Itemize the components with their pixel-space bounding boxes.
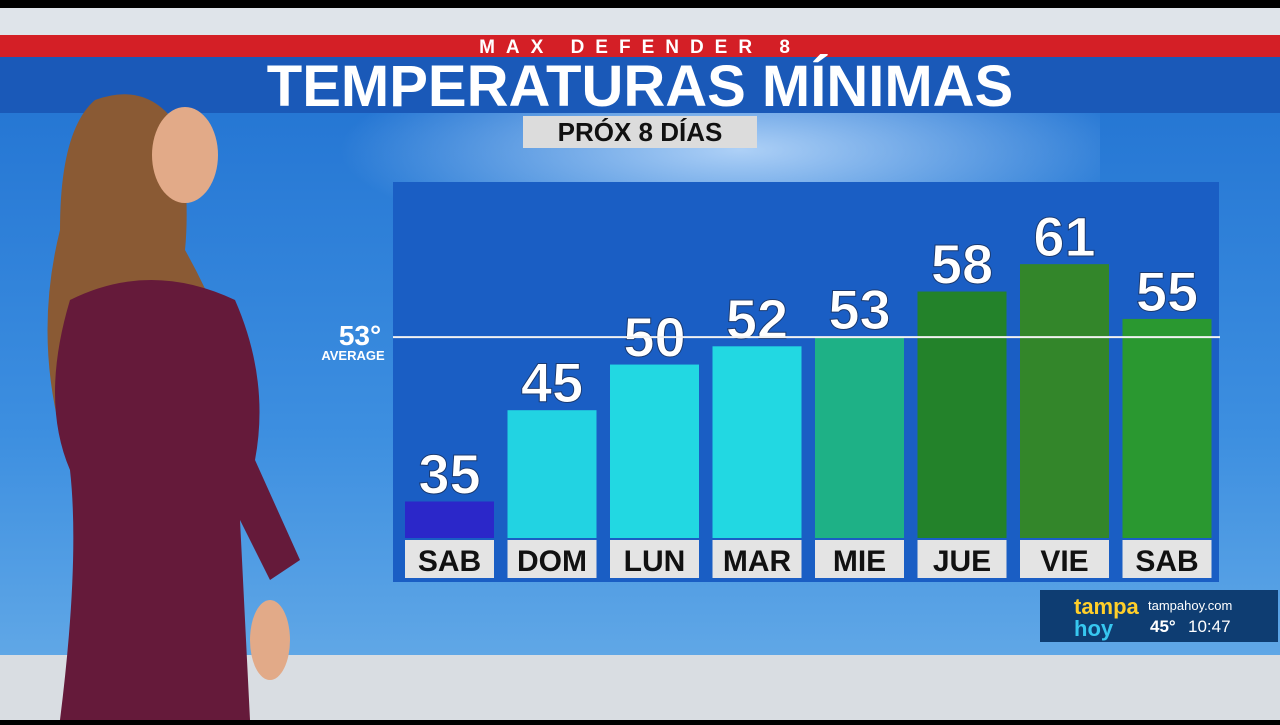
title-band bbox=[0, 57, 1280, 113]
station-bug: tampa hoy tampahoy.com 45° 10:47 bbox=[1040, 590, 1278, 642]
category-box bbox=[917, 540, 1007, 578]
bar bbox=[1020, 264, 1109, 538]
bar bbox=[507, 410, 597, 538]
hand bbox=[250, 600, 290, 680]
site: tampahoy.com bbox=[1148, 598, 1232, 613]
value-label: 61 bbox=[1033, 205, 1095, 268]
temperature: 45° bbox=[1150, 617, 1176, 636]
bar bbox=[610, 364, 699, 538]
subtitle-box bbox=[523, 116, 757, 148]
category-box bbox=[1122, 540, 1212, 578]
dress bbox=[55, 280, 300, 720]
value-label: 53 bbox=[828, 278, 890, 341]
time: 10:47 bbox=[1188, 617, 1231, 636]
category-box bbox=[1020, 540, 1109, 578]
category-label: JUE bbox=[933, 545, 991, 578]
category-box bbox=[610, 540, 699, 578]
presenter bbox=[47, 94, 300, 720]
category-box bbox=[405, 540, 494, 578]
category-box bbox=[507, 540, 597, 578]
category-label: LUN bbox=[624, 545, 686, 578]
bar bbox=[815, 337, 904, 538]
value-label: 35 bbox=[418, 442, 480, 505]
header-band bbox=[0, 35, 1280, 57]
face bbox=[152, 107, 218, 203]
category-label: SAB bbox=[418, 545, 481, 578]
average-label: AVERAGE bbox=[321, 348, 385, 363]
header: MAX DEFENDER 8 bbox=[479, 37, 801, 58]
average-value: 53° bbox=[339, 320, 381, 351]
category-label: MAR bbox=[723, 545, 792, 578]
brand-top: tampa bbox=[1074, 594, 1140, 619]
category-box bbox=[712, 540, 802, 578]
bug-box bbox=[1040, 590, 1278, 642]
bar bbox=[405, 501, 494, 538]
bar bbox=[712, 346, 802, 538]
category-label: SAB bbox=[1135, 545, 1198, 578]
value-label: 55 bbox=[1136, 260, 1198, 323]
value-label: 45 bbox=[521, 351, 583, 414]
chart-subtitle: PRÓX 8 DÍAS bbox=[558, 117, 723, 147]
category-label: DOM bbox=[517, 545, 587, 578]
chart: 35SAB45DOM50LUN52MAR53MIE58JUE61VIE55SAB… bbox=[321, 205, 1220, 578]
category-box bbox=[815, 540, 904, 578]
chart-title: TEMPERATURAS MÍNIMAS bbox=[267, 54, 1013, 119]
category-label: VIE bbox=[1040, 545, 1088, 578]
top-strip bbox=[0, 8, 1280, 35]
brand-bottom: hoy bbox=[1074, 616, 1114, 641]
bar bbox=[1122, 318, 1212, 538]
value-label: 58 bbox=[931, 233, 993, 296]
bar bbox=[917, 291, 1007, 538]
category-label: MIE bbox=[833, 545, 886, 578]
value-label: 52 bbox=[726, 287, 788, 350]
